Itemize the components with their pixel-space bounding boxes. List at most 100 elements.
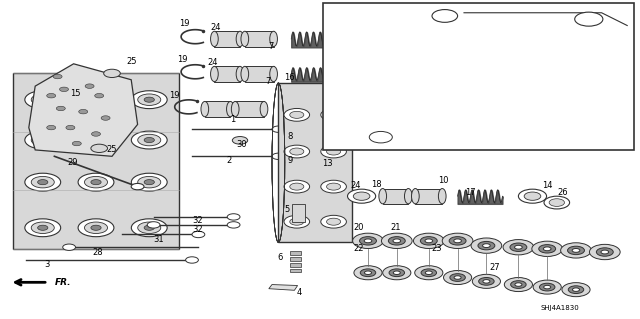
Circle shape [505,284,508,286]
Circle shape [446,82,451,84]
Circle shape [417,77,421,79]
Circle shape [385,42,390,44]
Circle shape [513,278,516,280]
Text: 18: 18 [371,180,381,189]
Circle shape [144,97,154,102]
Circle shape [404,275,408,277]
Circle shape [570,256,574,257]
Text: SHJ4A1830: SHJ4A1830 [541,305,579,311]
Circle shape [438,118,442,120]
Circle shape [520,289,524,291]
Circle shape [431,234,435,235]
Circle shape [596,248,613,256]
Circle shape [84,134,108,146]
Circle shape [425,90,429,92]
Circle shape [412,26,417,28]
Circle shape [578,256,582,257]
Text: 26: 26 [558,189,568,197]
Circle shape [529,284,532,286]
Polygon shape [269,285,298,290]
Circle shape [391,246,395,248]
Circle shape [370,246,374,248]
Circle shape [131,91,167,108]
Circle shape [562,283,590,297]
Circle shape [91,137,101,143]
Circle shape [362,234,366,235]
Text: 24: 24 [350,181,360,189]
Circle shape [91,144,108,152]
Bar [245,31,274,47]
Circle shape [495,241,499,243]
Circle shape [520,253,524,254]
Text: 21: 21 [390,223,401,232]
Circle shape [475,48,479,51]
Circle shape [472,245,475,247]
Ellipse shape [270,31,278,47]
Circle shape [438,236,441,238]
Circle shape [467,236,470,238]
Circle shape [571,283,574,285]
Circle shape [513,240,516,242]
Circle shape [549,199,564,206]
Circle shape [381,233,412,249]
Circle shape [455,115,460,117]
Circle shape [436,268,440,270]
Circle shape [404,39,408,41]
Text: 14: 14 [542,182,552,190]
Circle shape [368,73,406,93]
Circle shape [415,266,443,280]
Circle shape [356,236,359,238]
Circle shape [549,254,553,256]
Text: 17: 17 [491,34,501,43]
Circle shape [367,55,372,57]
Text: 32: 32 [192,216,202,225]
Text: 27: 27 [331,126,341,135]
Circle shape [131,173,167,191]
Circle shape [468,277,471,278]
Circle shape [417,244,420,246]
Polygon shape [29,64,138,156]
Text: 8: 8 [287,132,292,141]
Circle shape [383,80,392,85]
Circle shape [356,244,359,246]
Circle shape [460,234,463,235]
Circle shape [417,236,420,238]
Circle shape [460,42,468,47]
Circle shape [467,51,471,54]
Circle shape [556,252,559,254]
Text: 15: 15 [70,89,81,98]
Circle shape [385,244,388,246]
Circle shape [515,245,522,249]
Circle shape [607,257,611,259]
Circle shape [536,290,540,292]
Circle shape [481,286,484,288]
Circle shape [385,51,390,54]
Circle shape [507,287,511,289]
Circle shape [590,251,593,253]
Circle shape [438,244,441,246]
Circle shape [144,225,154,230]
Circle shape [376,268,380,270]
Circle shape [360,237,376,245]
Circle shape [355,38,394,57]
Circle shape [445,35,483,54]
Circle shape [370,278,373,279]
Circle shape [561,249,564,251]
Circle shape [227,214,240,220]
Circle shape [138,94,161,105]
Circle shape [561,243,591,258]
Circle shape [454,239,461,243]
Circle shape [413,73,451,93]
Circle shape [417,86,421,89]
Circle shape [369,82,373,84]
Circle shape [530,246,533,248]
Circle shape [290,218,304,225]
Circle shape [430,115,435,117]
Circle shape [436,275,440,277]
Circle shape [31,94,54,105]
Circle shape [527,250,531,252]
Text: 19: 19 [179,19,189,28]
Circle shape [568,286,584,293]
Circle shape [290,183,304,190]
Circle shape [232,137,248,144]
